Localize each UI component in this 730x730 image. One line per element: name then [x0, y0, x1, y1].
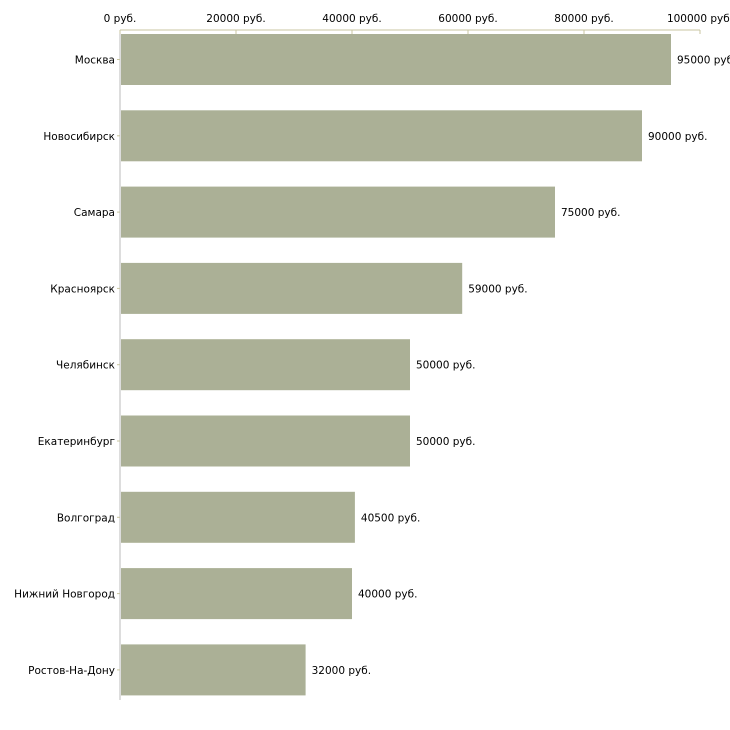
data-label: 40500 руб. [361, 512, 420, 524]
y-tick-label: Ростов-На-Дону [28, 665, 115, 677]
data-label: 59000 руб. [468, 283, 527, 295]
bar [121, 186, 555, 238]
bar [121, 491, 355, 543]
data-label: 50000 руб. [416, 436, 475, 448]
y-tick-label: Москва [75, 55, 115, 67]
y-tick-label: Екатеринбург [38, 436, 115, 448]
y-tick-label: Челябинск [56, 360, 115, 372]
x-tick-label: 20000 руб. [206, 13, 265, 25]
x-tick-label: 80000 руб. [554, 13, 613, 25]
bar [121, 568, 352, 620]
y-tick-label: Нижний Новгород [14, 589, 115, 601]
x-tick-label: 40000 руб. [322, 13, 381, 25]
bar [121, 262, 463, 314]
data-label: 32000 руб. [312, 665, 371, 677]
data-label: 50000 руб. [416, 360, 475, 372]
bar [121, 415, 410, 467]
bar [121, 110, 642, 162]
y-tick-label: Красноярск [50, 283, 115, 295]
x-tick-label: 60000 руб. [438, 13, 497, 25]
y-tick-label: Новосибирск [43, 131, 115, 143]
bar [121, 34, 671, 85]
data-label: 75000 руб. [561, 207, 620, 219]
bar [121, 644, 306, 696]
x-tick-label: 100000 руб. [667, 13, 730, 25]
y-tick-label: Волгоград [57, 512, 115, 524]
data-label: 90000 руб. [648, 131, 707, 143]
y-tick-label: Самара [74, 207, 115, 219]
bar [121, 339, 410, 391]
x-tick-label: 0 руб. [104, 13, 137, 25]
data-label: 40000 руб. [358, 589, 417, 601]
data-label: 95000 руб. [677, 55, 730, 67]
